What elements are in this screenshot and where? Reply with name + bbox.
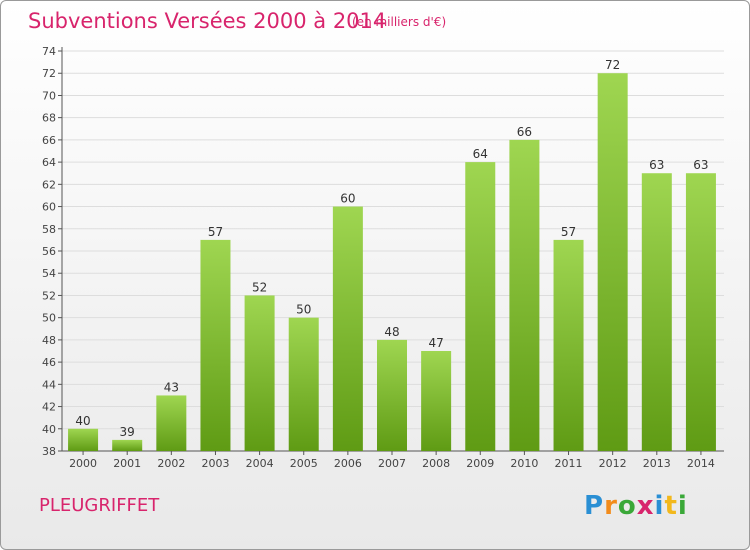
x-tick-label: 2003 [201, 457, 229, 470]
data-label: 66 [517, 125, 532, 139]
x-tick-label: 2010 [510, 457, 538, 470]
y-tick-label: 72 [42, 67, 56, 80]
data-label: 40 [75, 414, 90, 428]
bar [465, 162, 496, 451]
data-label: 72 [605, 58, 620, 72]
data-label: 57 [208, 225, 223, 239]
logo-letter: o [617, 491, 637, 521]
x-tick-label: 2001 [113, 457, 141, 470]
data-label: 60 [340, 192, 355, 206]
x-tick-label: 2006 [334, 457, 362, 470]
y-tick-label: 48 [42, 334, 56, 347]
x-tick-label: 2011 [555, 457, 583, 470]
y-tick-label: 64 [42, 156, 56, 169]
y-tick-label: 38 [42, 445, 56, 458]
logo-letter: i [677, 491, 688, 521]
y-tick-label: 50 [42, 312, 56, 325]
y-tick-label: 58 [42, 223, 56, 236]
data-label: 57 [561, 225, 576, 239]
y-tick-label: 56 [42, 245, 56, 258]
y-tick-label: 44 [42, 378, 56, 391]
y-tick-label: 66 [42, 134, 56, 147]
x-tick-label: 2007 [378, 457, 406, 470]
x-tick-label: 2014 [687, 457, 715, 470]
labels: 38 40 42 44 46 48 50 52 54 56 58 60 62 64 66 68 70 72 74 40… [42, 45, 715, 470]
logo-letter: r [604, 491, 618, 521]
bar [200, 239, 231, 451]
data-label: 43 [164, 380, 179, 394]
y-tick-label: 68 [42, 112, 56, 125]
bar [68, 428, 99, 451]
bar [421, 351, 452, 451]
bar [377, 339, 407, 451]
data-label: 64 [473, 147, 488, 161]
logo-letter: P [584, 491, 605, 521]
data-label: 52 [252, 280, 267, 294]
data-label: 48 [384, 325, 399, 339]
y-tick-label: 70 [42, 89, 56, 102]
x-tick-label: 2013 [643, 457, 671, 470]
data-label: 47 [428, 336, 443, 350]
bar [244, 295, 275, 451]
y-tick-label: 42 [42, 401, 56, 414]
bar [597, 73, 628, 451]
x-tick-label: 2005 [290, 457, 318, 470]
data-label: 39 [120, 425, 135, 439]
x-tick-label: 2000 [69, 457, 97, 470]
logo-letter: i [654, 491, 665, 521]
data-label: 50 [296, 303, 311, 317]
data-label: 63 [693, 158, 708, 172]
chart-subtitle: (en milliers d'€) [352, 15, 447, 29]
proxiti-logo: Proxiti [584, 491, 688, 521]
logo-letter: x [636, 491, 655, 521]
bar [641, 173, 672, 451]
bar [685, 173, 716, 451]
chart-title: Subventions Versées 2000 à 2014 [28, 9, 387, 33]
bar [288, 317, 319, 451]
commune-name: PLEUGRIFFET [39, 495, 160, 516]
bar [332, 206, 363, 451]
x-tick-label: 2009 [466, 457, 494, 470]
logo-letter: t [664, 491, 678, 521]
y-tick-label: 52 [42, 289, 56, 302]
x-tick-label: 2012 [599, 457, 627, 470]
y-tick-label: 54 [42, 267, 56, 280]
y-tick-label: 40 [42, 423, 56, 436]
x-tick-label: 2002 [157, 457, 185, 470]
bar [156, 395, 187, 451]
y-tick-label: 60 [42, 201, 56, 214]
data-label: 63 [649, 158, 664, 172]
y-tick-label: 74 [42, 45, 56, 58]
y-tick-label: 46 [42, 356, 56, 369]
bar [509, 139, 540, 451]
x-tick-label: 2008 [422, 457, 450, 470]
bars [68, 73, 716, 451]
x-tick-label: 2004 [246, 457, 274, 470]
bar [112, 439, 143, 451]
bar [553, 239, 584, 451]
y-tick-label: 62 [42, 178, 56, 191]
